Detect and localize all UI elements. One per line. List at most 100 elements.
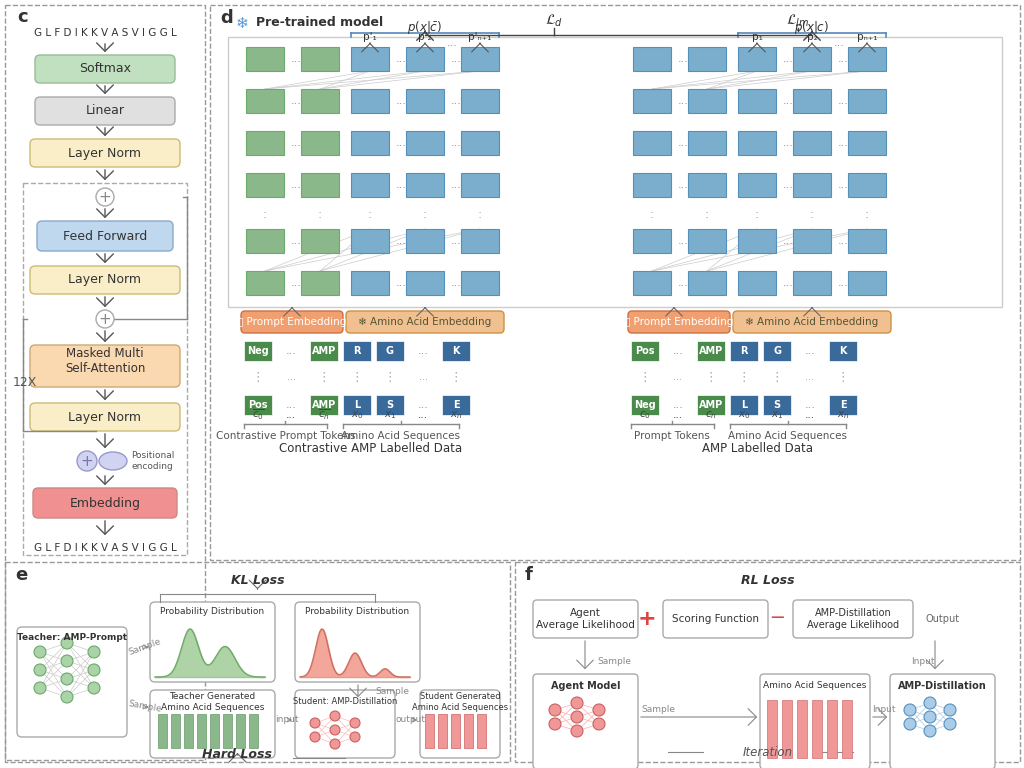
- Text: L: L: [354, 400, 360, 410]
- Bar: [461, 131, 499, 155]
- Text: Iteration: Iteration: [742, 746, 793, 759]
- Bar: [210, 5, 1020, 560]
- Text: Embedding: Embedding: [70, 496, 140, 509]
- Bar: [249, 714, 258, 748]
- Bar: [515, 562, 1020, 762]
- Text: ...: ...: [673, 410, 683, 420]
- Text: ...: ...: [286, 400, 296, 410]
- Text: input: input: [275, 716, 299, 724]
- Text: Sample: Sample: [597, 657, 631, 667]
- Circle shape: [61, 673, 73, 685]
- Circle shape: [34, 664, 46, 676]
- Text: Linear: Linear: [85, 104, 125, 118]
- Bar: [738, 173, 776, 197]
- Bar: [351, 271, 389, 295]
- Text: Sample: Sample: [641, 704, 675, 713]
- Text: ❄: ❄: [236, 15, 249, 31]
- Text: $\overline{c_n}$: $\overline{c_n}$: [317, 408, 331, 422]
- Bar: [730, 341, 758, 361]
- Circle shape: [924, 711, 936, 723]
- Text: $x_n$: $x_n$: [837, 409, 849, 421]
- Text: ...: ...: [286, 346, 296, 356]
- Ellipse shape: [99, 452, 127, 470]
- Bar: [351, 89, 389, 113]
- Text: Contrastive Prompt Tokens: Contrastive Prompt Tokens: [215, 431, 355, 441]
- Text: Probability Distribution: Probability Distribution: [161, 607, 264, 617]
- Circle shape: [549, 718, 561, 730]
- Text: Softmax: Softmax: [79, 62, 131, 75]
- FancyBboxPatch shape: [33, 488, 177, 518]
- Bar: [343, 395, 371, 415]
- Text: G L F D I K K V A S V I G G L: G L F D I K K V A S V I G G L: [34, 28, 176, 38]
- Text: Layer Norm: Layer Norm: [69, 273, 141, 286]
- Text: Student: AMP-Distillation: Student: AMP-Distillation: [293, 697, 397, 707]
- Bar: [351, 173, 389, 197]
- Bar: [738, 47, 776, 71]
- FancyBboxPatch shape: [295, 602, 420, 682]
- Bar: [633, 131, 671, 155]
- Text: 12X: 12X: [13, 376, 37, 389]
- Bar: [442, 395, 470, 415]
- Bar: [738, 89, 776, 113]
- Text: :: :: [317, 208, 323, 221]
- Text: KL Loss: KL Loss: [230, 574, 285, 587]
- Text: ...: ...: [451, 138, 462, 148]
- FancyBboxPatch shape: [733, 311, 891, 333]
- Text: ...: ...: [782, 236, 794, 246]
- Circle shape: [571, 697, 583, 709]
- Circle shape: [61, 655, 73, 667]
- Text: ...: ...: [835, 38, 845, 48]
- FancyBboxPatch shape: [150, 690, 275, 758]
- Text: $x_1$: $x_1$: [384, 409, 396, 421]
- Text: ...: ...: [395, 180, 407, 190]
- Bar: [738, 271, 776, 295]
- Bar: [812, 700, 822, 758]
- Circle shape: [944, 718, 956, 730]
- Circle shape: [904, 718, 916, 730]
- Text: Neg: Neg: [634, 400, 656, 410]
- Text: Pre-trained model: Pre-trained model: [256, 16, 383, 29]
- Text: Masked Multi
Self-Attention: Masked Multi Self-Attention: [65, 347, 145, 375]
- Text: Layer Norm: Layer Norm: [69, 411, 141, 423]
- Bar: [442, 341, 470, 361]
- Text: Positional
encoding: Positional encoding: [131, 452, 174, 471]
- Text: Probability Distribution: Probability Distribution: [305, 607, 410, 617]
- FancyBboxPatch shape: [628, 311, 730, 333]
- Text: AMP: AMP: [698, 346, 723, 356]
- FancyBboxPatch shape: [534, 600, 638, 638]
- Text: Sample: Sample: [127, 700, 162, 714]
- Circle shape: [88, 664, 100, 676]
- Text: ❄ Amino Acid Embedding: ❄ Amino Acid Embedding: [358, 317, 492, 327]
- Text: p'₂: p'₂: [418, 32, 432, 42]
- Text: R: R: [353, 346, 360, 356]
- Text: $x_0$: $x_0$: [351, 409, 364, 421]
- Bar: [406, 229, 444, 253]
- Text: $\mathcal{L}_d$: $\mathcal{L}_d$: [545, 13, 563, 29]
- Text: Amino Acid Sequences: Amino Acid Sequences: [728, 431, 847, 441]
- Bar: [688, 271, 726, 295]
- Text: ⋮: ⋮: [252, 370, 264, 383]
- Circle shape: [34, 682, 46, 694]
- Bar: [376, 395, 404, 415]
- Bar: [688, 173, 726, 197]
- FancyBboxPatch shape: [241, 311, 343, 333]
- Bar: [848, 89, 886, 113]
- Text: AMP: AMP: [698, 400, 723, 410]
- Bar: [301, 173, 339, 197]
- Text: K: K: [840, 346, 847, 356]
- Text: Contrastive AMP Labelled Data: Contrastive AMP Labelled Data: [279, 442, 462, 455]
- Text: ...: ...: [678, 138, 688, 148]
- Text: ...: ...: [678, 180, 688, 190]
- Bar: [301, 271, 339, 295]
- FancyBboxPatch shape: [30, 345, 180, 387]
- Text: ...: ...: [674, 372, 683, 382]
- Bar: [228, 37, 1002, 307]
- Text: ...: ...: [782, 138, 794, 148]
- Text: ...: ...: [838, 278, 849, 288]
- Bar: [688, 47, 726, 71]
- Text: Pos: Pos: [248, 400, 267, 410]
- FancyBboxPatch shape: [793, 600, 913, 638]
- Text: ...: ...: [782, 96, 794, 106]
- Bar: [351, 131, 389, 155]
- Text: $c_n$: $c_n$: [706, 409, 717, 421]
